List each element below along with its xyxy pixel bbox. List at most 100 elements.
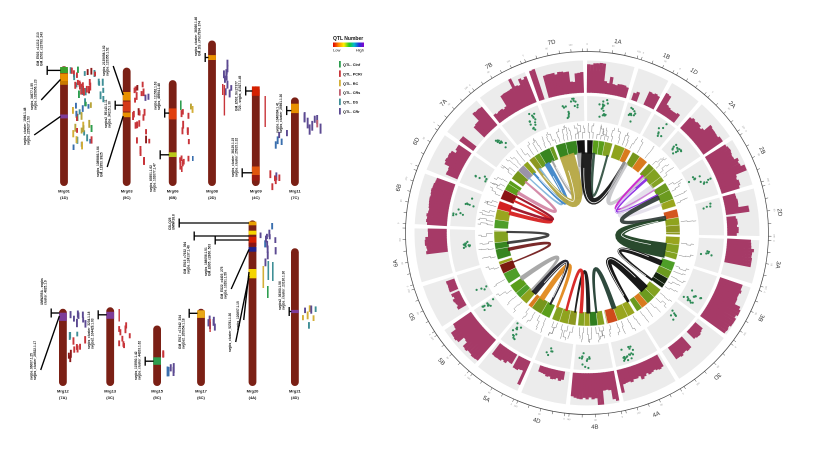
svg-text:80: 80 [445,357,449,361]
svg-text:0: 0 [711,91,714,94]
svg-text:3A: 3A [774,261,781,269]
svg-text:svgbs_cluster_38366.1.46: svgbs_cluster_38366.1.46 [194,17,198,56]
svg-text:160: 160 [766,178,769,183]
svg-text:Mrg12: Mrg12 [57,389,70,394]
svg-text:80: 80 [487,71,491,74]
svg-text:QTL. CRr: QTL. CRr [343,110,360,114]
svg-text:0: 0 [764,291,767,294]
svg-text:80: 80 [487,392,491,395]
svg-text:5D: 5D [408,311,417,321]
svg-text:0: 0 [642,52,644,54]
svg-text:Mrg09: Mrg09 [250,189,263,194]
svg-text:80: 80 [698,81,702,85]
svg-text:Mrg06: Mrg06 [167,189,180,194]
svg-text:160: 160 [430,337,434,342]
svg-text:7A: 7A [439,99,448,108]
svg-text:80: 80 [400,262,402,266]
svg-text:QTL Number: QTL Number [333,36,363,42]
svg-text:6D: 6D [412,136,421,146]
svg-text:(4D): (4D) [291,395,299,400]
svg-text:GM_E503_c11212_213: GM_E503_c11212_213 [36,32,40,66]
svg-text:80: 80 [727,108,731,112]
svg-text:80: 80 [660,404,664,407]
svg-text:0: 0 [406,286,408,288]
svg-text:4B: 4B [591,425,599,431]
svg-text:160: 160 [637,412,642,415]
svg-text:Mrg20: Mrg20 [247,389,260,394]
svg-text:160: 160 [513,405,518,409]
svg-text:1D: 1D [689,67,699,77]
svg-text:QTL. RC: QTL. RC [343,82,358,86]
svg-text:Mrg08: Mrg08 [206,189,219,194]
svg-text:svgbs_cluster_3234.1.18: svgbs_cluster_3234.1.18 [87,311,91,349]
svg-text:80: 80 [423,136,426,140]
svg-text:0: 0 [464,375,467,378]
svg-text:160: 160 [465,86,470,90]
svg-text:80: 80 [755,312,758,316]
svg-text:svgbs_cluster_26661.1.30: svgbs_cluster_26661.1.30 [279,94,283,133]
svg-text:4D: 4D [532,417,542,425]
svg-text:(7C): (7C) [291,195,299,200]
svg-text:160: 160 [568,44,573,46]
svg-text:Mrg03: Mrg03 [121,189,134,194]
svg-text:svgbs_188056.1.51: svgbs_188056.1.51 [204,247,208,276]
svg-text:svgbs2_205054.1.18: svgbs2_205054.1.18 [182,318,186,349]
svg-text:(2D): (2D) [208,195,216,200]
svg-text:0: 0 [587,44,589,46]
svg-text:160: 160 [696,382,701,386]
svg-text:80: 80 [772,209,774,212]
svg-text:80: 80 [416,312,419,316]
svg-text:0: 0 [398,222,400,224]
svg-text:svgbs_225027.1.53: svgbs_225027.1.53 [27,116,31,145]
svg-text:svgbs_cluster_38129.1.15: svgbs_cluster_38129.1.15 [231,138,235,177]
svg-text:(3C): (3C) [106,395,114,400]
svg-text:160: 160 [407,289,410,294]
svg-text:svgbs_102077.1.47: svgbs_102077.1.47 [153,163,157,192]
svg-text:svgbs_49594.1.48: svgbs_49594.1.48 [157,83,161,110]
svg-text:160: 160 [741,126,745,131]
svg-text:Mrg11: Mrg11 [289,189,301,194]
svg-text:0: 0 [523,55,526,58]
svg-text:svgbs_120857.1.15: svgbs_120857.1.15 [236,301,240,330]
svg-text:160: 160 [398,238,400,243]
svg-text:0: 0 [411,162,414,165]
svg-text:cluster_4825.1.9: cluster_4825.1.9 [44,280,48,305]
svg-text:Low: Low [333,48,340,53]
svg-text:2B: 2B [757,146,766,155]
svg-text:GM_12853_9925: GM_12853_9925 [100,152,104,177]
svg-text:CSLQ25: CSLQ25 [168,217,172,230]
svg-text:80: 80 [545,48,549,51]
svg-text:0: 0 [774,240,776,242]
svg-text:7D: 7D [547,39,556,46]
svg-text:160: 160 [405,176,408,181]
svg-text:GM_E502_9rc27377: GM_E502_9rc27377 [235,81,239,111]
svg-text:(5C): (5C) [123,195,131,200]
svg-text:80: 80 [771,263,774,267]
svg-text:svgbs_cluster_25915.1.32: svgbs_cluster_25915.1.32 [235,138,239,177]
svg-text:5B: 5B [436,357,445,366]
svg-text:6B: 6B [396,184,404,193]
svg-text:160: 160 [765,285,768,290]
svg-text:QTL. DS: QTL. DS [343,101,358,105]
svg-text:6A: 6A [393,259,400,267]
svg-text:UMN255A - svgbs: UMN255A - svgbs [40,278,44,305]
svg-text:Mrg17: Mrg17 [195,389,208,394]
svg-text:svgbs_2135658.1.62: svgbs_2135658.1.62 [102,45,106,76]
svg-text:0: 0 [744,131,747,134]
svg-text:80: 80 [612,46,616,48]
svg-text:0: 0 [469,84,472,87]
svg-text:1B: 1B [662,53,671,61]
svg-text:80: 80 [757,153,760,157]
svg-text:160: 160 [744,332,748,337]
svg-text:80: 80 [717,365,721,369]
svg-text:0: 0 [563,419,565,421]
svg-text:1A: 1A [614,39,622,46]
svg-text:5A: 5A [481,395,490,404]
svg-text:0: 0 [428,334,431,337]
svg-text:T20 - svgbs_41527.1.45: T20 - svgbs_41527.1.45 [238,76,242,111]
svg-text:GM_DS_cPb17934_374: GM_DS_cPb17934_374 [198,21,202,56]
svg-text:0: 0 [679,68,682,71]
svg-text:160: 160 [566,419,571,421]
svg-text:svgbs_83551.1.62: svgbs_83551.1.62 [149,165,153,192]
svg-text:0: 0 [622,416,624,418]
